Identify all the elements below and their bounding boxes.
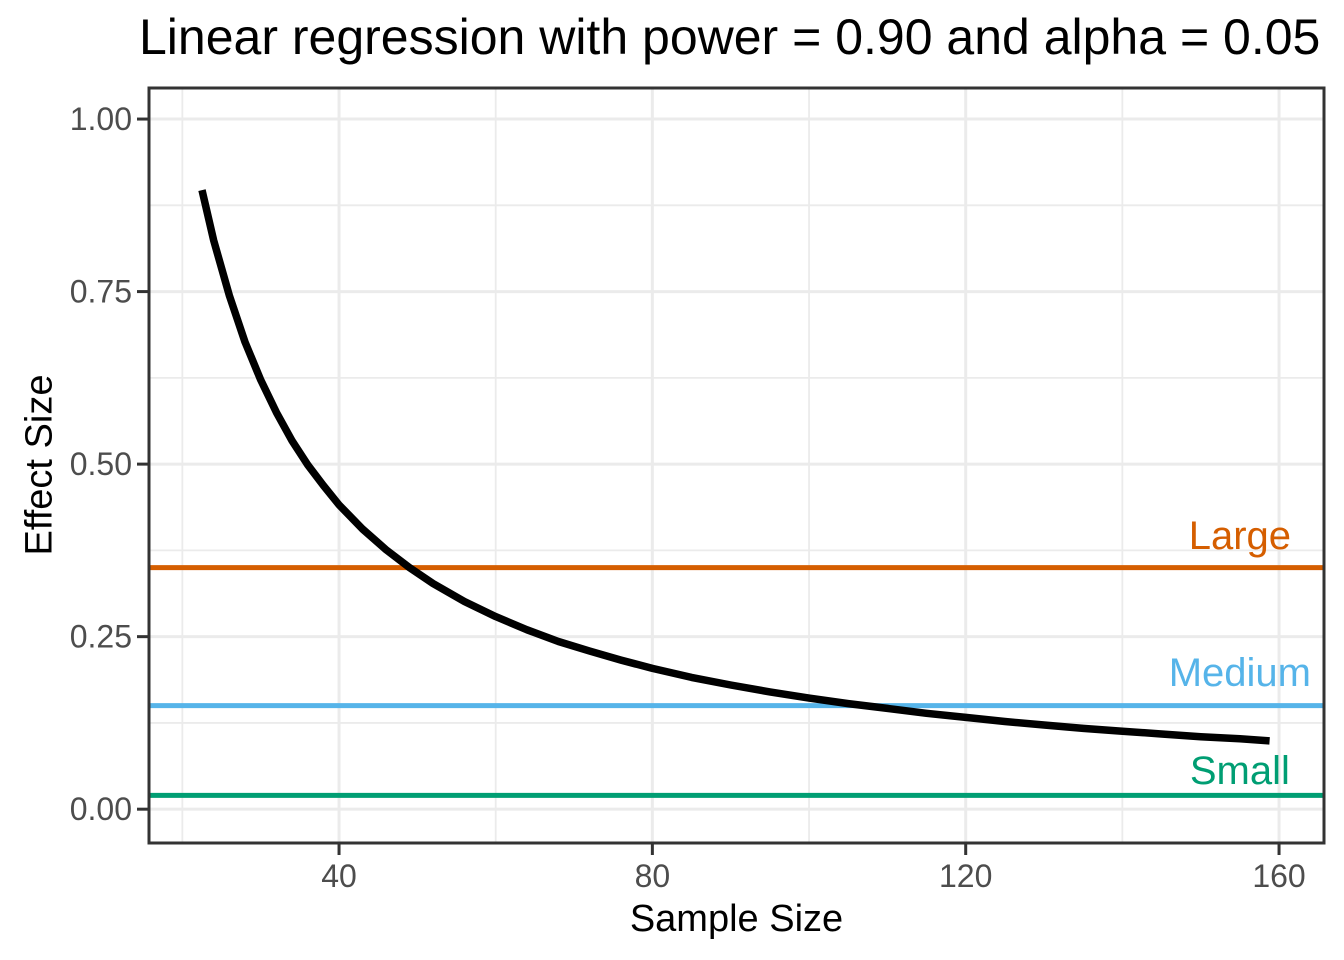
y-tick-label: 0.00 [70,791,132,827]
x-tick-label: 40 [321,858,357,894]
y-tick-label: 0.50 [70,446,132,482]
chart-title: Linear regression with power = 0.90 and … [139,9,1321,65]
y-tick-label: 0.75 [70,274,132,310]
y-tick-label: 1.00 [70,101,132,137]
power-curve-line [198,189,1270,745]
x-tick-label: 160 [1252,858,1305,894]
y-axis-title: Effect Size [18,374,61,556]
reference-label-medium: Medium [1169,651,1311,695]
x-tick-label: 120 [939,858,992,894]
x-tick-label: 80 [635,858,671,894]
reference-label-large: Large [1189,514,1291,558]
reference-label-small: Small [1190,749,1290,793]
x-axis-title: Sample Size [629,898,844,940]
y-tick-label: 0.25 [70,619,132,655]
